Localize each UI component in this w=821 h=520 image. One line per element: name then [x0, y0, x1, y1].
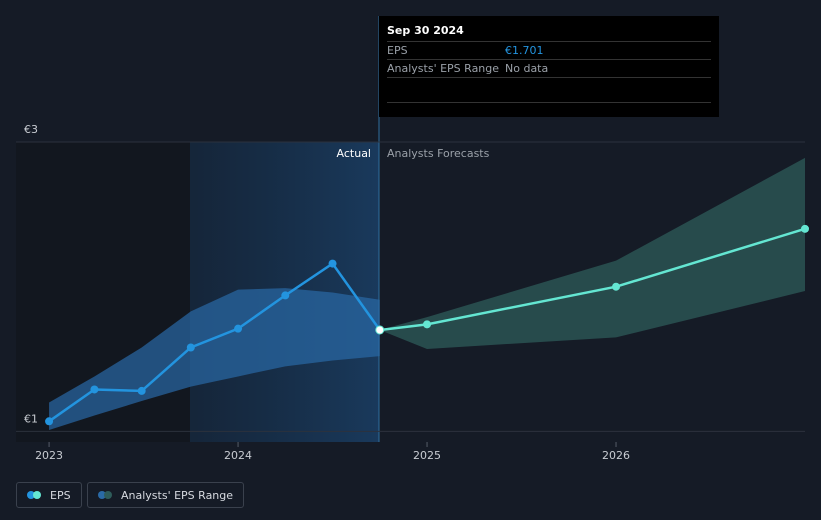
tooltip-value: €1.701 [505, 44, 544, 57]
tooltip-value: No data [505, 62, 549, 75]
forecast-line-point [423, 320, 432, 329]
eps-line [48, 261, 381, 423]
forecast-label: Analysts Forecasts [387, 147, 490, 160]
x-tick-label: 2023 [35, 449, 63, 462]
forecast-line-point [612, 282, 621, 291]
eps-line-point [234, 324, 243, 333]
tooltip: Sep 30 2024 EPS €1.701 Analysts' EPS Rang… [379, 16, 719, 117]
range-area [49, 288, 380, 430]
tooltip-key: EPS [387, 44, 408, 57]
eps-line-point [328, 259, 337, 268]
tooltip-row: EPS €1.701 [387, 42, 711, 60]
eps-line-point [45, 417, 54, 426]
legend-label: EPS [50, 488, 71, 502]
x-tick-label: 2025 [413, 449, 441, 462]
eps-line-point [137, 386, 146, 395]
actual-label: Actual [337, 147, 371, 160]
legend-range[interactable]: Analysts' EPS Range [87, 482, 245, 508]
tooltip-key: Analysts' EPS Range [387, 62, 500, 75]
tooltip-row: Analysts' EPS Range No data [387, 60, 711, 78]
tooltip-date: Sep 30 2024 [387, 24, 711, 42]
eps-line-point [186, 343, 195, 352]
legend-label: Analysts' EPS Range [121, 488, 234, 502]
y-tick-label: €3 [24, 123, 38, 136]
forecast-line [379, 227, 806, 332]
eps-line-point [281, 291, 290, 300]
forecast-line-point [375, 325, 385, 335]
tooltip-row [387, 78, 711, 103]
forecast-line-point [801, 224, 809, 233]
y-tick-label: €1 [24, 412, 38, 425]
legend-swatch [27, 491, 43, 499]
chart: Actual Analysts Forecasts €1 €3 2023 2024 20… [16, 16, 809, 462]
legend-swatch [98, 491, 114, 499]
x-tick-label: 2026 [602, 449, 630, 462]
range-area [379, 157, 805, 349]
eps-line-point [90, 385, 99, 394]
x-tick-label: 2024 [224, 449, 252, 462]
legend-eps[interactable]: EPS [16, 482, 82, 508]
